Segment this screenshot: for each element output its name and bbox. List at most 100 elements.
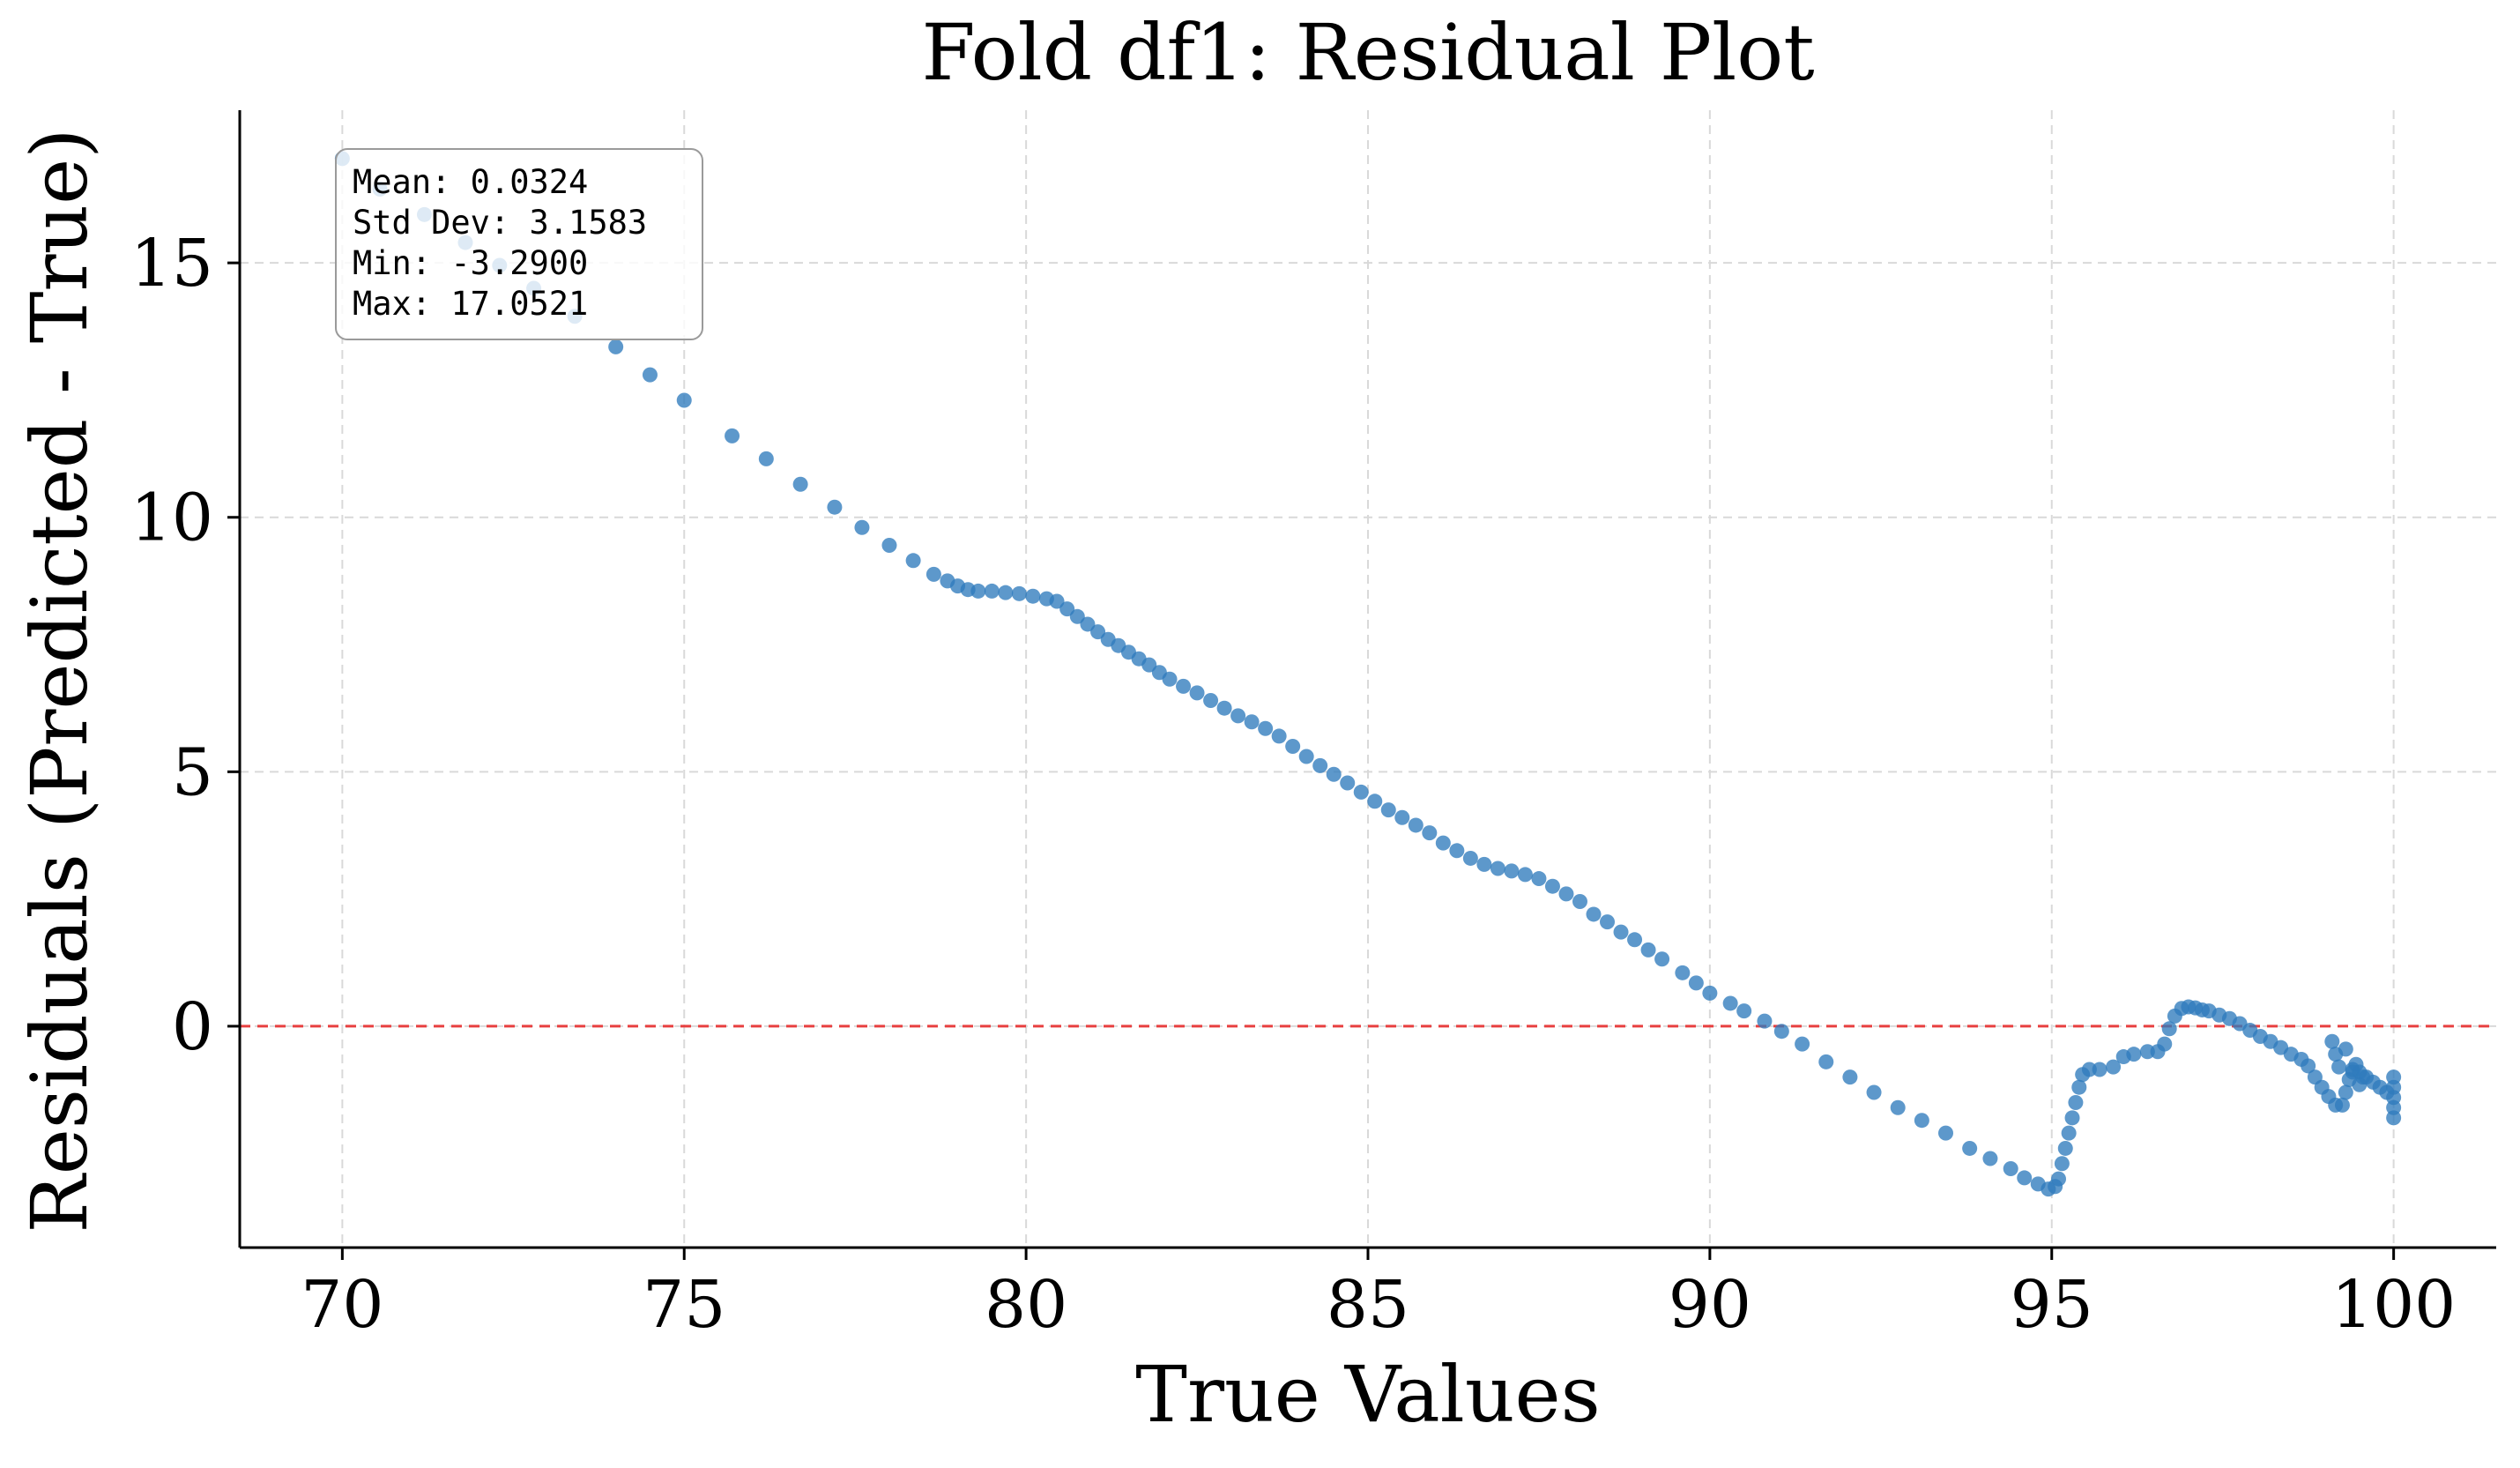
- data-point-64: [1517, 867, 1533, 883]
- data-point-47: [1285, 738, 1301, 754]
- ticks-layer: 70 75 80 85 90 95 100 0 5 10 15: [130, 226, 2456, 1343]
- data-point-45: [1258, 720, 1274, 736]
- data-point-53: [1367, 794, 1383, 809]
- data-point-40: [1189, 685, 1205, 701]
- data-point-69: [1586, 906, 1602, 922]
- data-point-14: [854, 519, 870, 535]
- data-point-102: [2071, 1079, 2087, 1095]
- data-point-22: [984, 583, 1000, 599]
- data-point-111: [2157, 1036, 2173, 1052]
- data-point-78: [1722, 995, 1738, 1011]
- y-tick-label-10: 10: [130, 481, 213, 556]
- data-point-24: [1011, 585, 1027, 601]
- data-point-79: [1736, 1003, 1752, 1019]
- data-point-16: [905, 553, 921, 569]
- data-point-87: [1914, 1113, 1929, 1129]
- data-point-55: [1394, 809, 1410, 825]
- data-point-43: [1230, 708, 1246, 724]
- data-point-28: [1059, 601, 1075, 617]
- data-point-100: [2064, 1110, 2080, 1126]
- data-point-75: [1675, 965, 1691, 980]
- data-point-63: [1504, 863, 1520, 879]
- data-point-38: [1162, 671, 1178, 687]
- data-point-89: [1962, 1140, 1978, 1156]
- data-point-12: [792, 476, 808, 492]
- data-point-105: [2092, 1062, 2107, 1077]
- data-point-82: [1795, 1036, 1810, 1052]
- data-point-58: [1435, 835, 1451, 851]
- data-point-109: [2139, 1044, 2155, 1060]
- data-point-67: [1558, 886, 1574, 902]
- data-point-46: [1271, 728, 1287, 744]
- x-tick-label-70: 70: [301, 1267, 383, 1343]
- data-point-84: [1842, 1069, 1858, 1085]
- data-point-49: [1312, 757, 1328, 773]
- data-point-9: [676, 392, 692, 408]
- data-point-73: [1640, 942, 1656, 958]
- data-point-143: [2338, 1041, 2353, 1057]
- data-point-57: [1422, 825, 1438, 841]
- data-point-71: [1613, 924, 1629, 940]
- data-point-48: [1298, 749, 1314, 764]
- data-point-77: [1702, 985, 1718, 1001]
- data-point-8: [642, 367, 658, 383]
- data-point-41: [1203, 693, 1219, 709]
- data-point-74: [1654, 951, 1670, 967]
- y-tick-label-0: 0: [172, 989, 213, 1065]
- data-point-112: [2161, 1021, 2177, 1037]
- data-point-154: [2386, 1110, 2402, 1126]
- data-point-42: [1216, 700, 1232, 716]
- data-point-70: [1600, 914, 1616, 930]
- stats-std-label: Std Dev: [353, 204, 490, 242]
- data-point-51: [1340, 775, 1356, 791]
- data-point-86: [1890, 1099, 1906, 1115]
- x-tick-label-75: 75: [643, 1267, 725, 1343]
- data-point-7: [608, 339, 624, 354]
- data-point-80: [1757, 1013, 1773, 1029]
- y-tick-label-5: 5: [172, 734, 213, 810]
- stats-min-label: Min: [353, 244, 412, 282]
- data-point-98: [2057, 1140, 2073, 1156]
- data-point-11: [758, 451, 774, 466]
- data-point-25: [1025, 588, 1041, 604]
- data-point-65: [1531, 871, 1547, 887]
- data-point-140: [2324, 1033, 2340, 1049]
- x-tick-label-100: 100: [2331, 1267, 2456, 1343]
- data-point-27: [1049, 593, 1065, 609]
- stats-mean-label: Mean: [353, 163, 432, 201]
- data-point-92: [2017, 1170, 2033, 1186]
- data-point-83: [1818, 1054, 1834, 1069]
- data-point-101: [2068, 1095, 2084, 1111]
- x-tick-label-85: 85: [1327, 1267, 1409, 1343]
- grid-layer: [240, 110, 2496, 1248]
- data-point-50: [1326, 766, 1342, 782]
- data-point-85: [1866, 1084, 1882, 1100]
- data-point-66: [1544, 878, 1560, 894]
- data-point-23: [998, 585, 1014, 600]
- data-point-30: [1080, 616, 1096, 632]
- stats-min-value: -3.2900: [450, 244, 589, 282]
- y-axis-label: Residuals (Predicted - True): [14, 128, 105, 1233]
- data-point-56: [1408, 817, 1424, 833]
- data-point-108: [2126, 1047, 2142, 1062]
- data-point-91: [2003, 1161, 2018, 1177]
- data-point-60: [1462, 850, 1478, 866]
- data-point-54: [1380, 802, 1396, 818]
- data-point-106: [2106, 1059, 2122, 1075]
- data-point-142: [2331, 1059, 2347, 1075]
- x-tick-label-80: 80: [985, 1267, 1067, 1343]
- data-point-81: [1773, 1024, 1789, 1040]
- x-axis-label: True Values: [1135, 1349, 1600, 1440]
- data-point-10: [725, 428, 740, 443]
- data-point-96: [2051, 1171, 2067, 1187]
- data-point-62: [1490, 861, 1505, 876]
- data-point-134: [2338, 1084, 2353, 1100]
- data-point-13: [827, 499, 843, 515]
- data-point-76: [1688, 975, 1704, 991]
- data-point-39: [1176, 678, 1192, 694]
- data-point-133: [2334, 1097, 2350, 1113]
- data-point-31: [1090, 624, 1106, 640]
- stats-box: Mean: 0.0324 Std Dev: 3.1583 Min: -3.290…: [335, 148, 703, 340]
- stats-std-value: 3.1583: [529, 204, 648, 242]
